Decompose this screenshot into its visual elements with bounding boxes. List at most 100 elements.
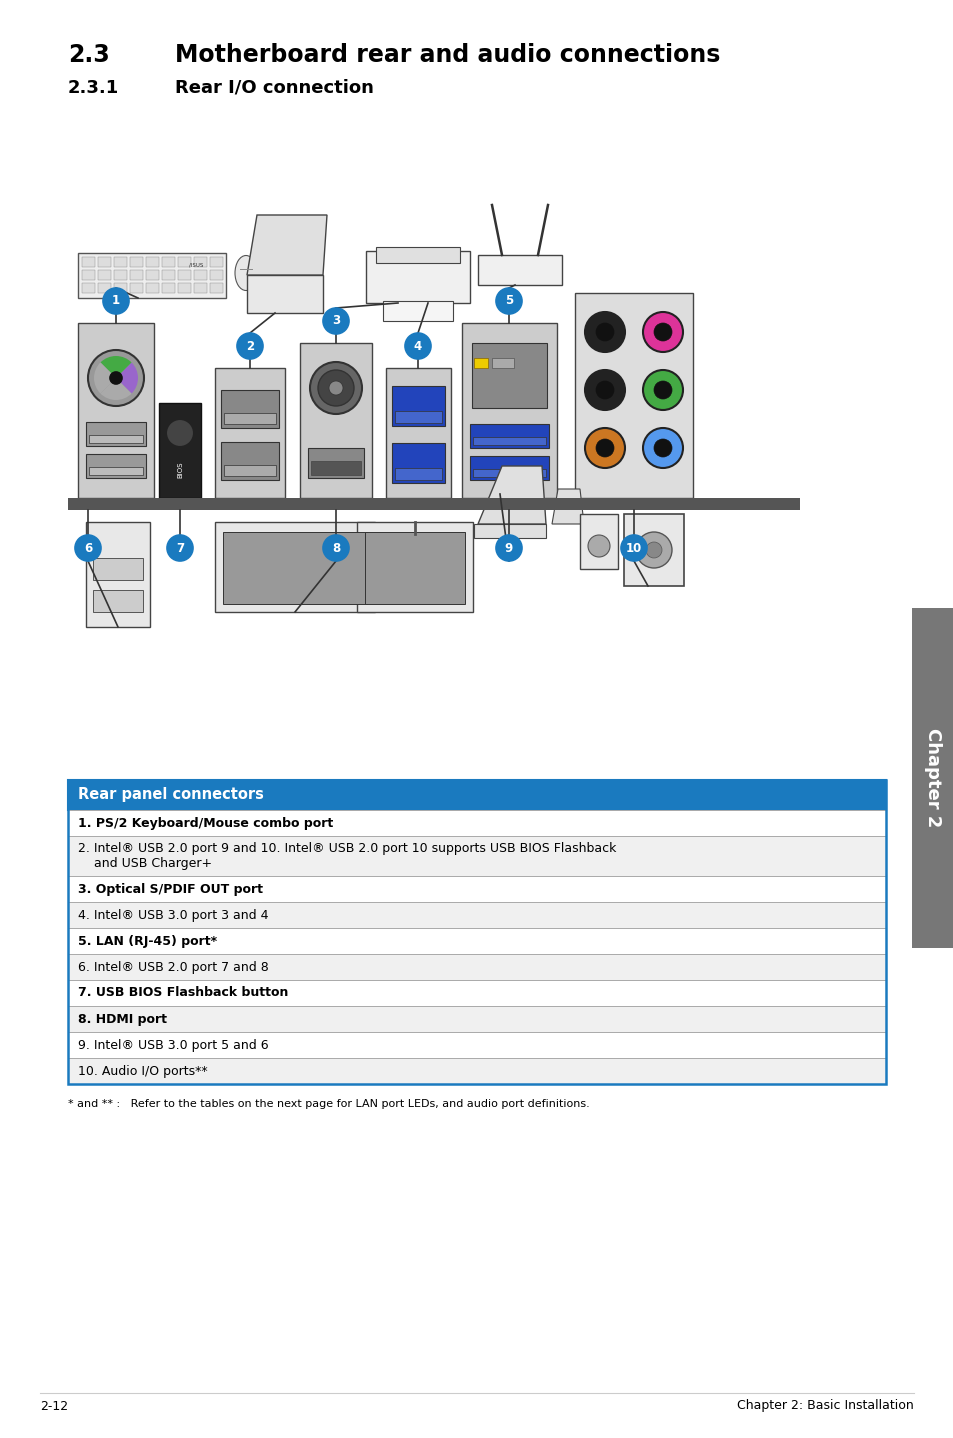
Bar (395, 411, 441, 423)
Circle shape (636, 532, 671, 568)
Ellipse shape (234, 256, 256, 290)
Circle shape (317, 370, 354, 406)
Bar (68, 1007, 885, 1032)
Bar (130, 283, 143, 293)
Bar (224, 413, 275, 424)
Bar (130, 270, 143, 280)
Circle shape (405, 334, 431, 360)
Text: 2: 2 (246, 339, 253, 352)
Bar (210, 283, 223, 293)
Bar (92, 558, 143, 580)
Bar (89, 436, 143, 443)
Bar (392, 443, 444, 483)
Bar (130, 257, 143, 267)
Bar (366, 252, 470, 303)
Bar (193, 283, 207, 293)
Text: Rear panel connectors: Rear panel connectors (78, 788, 264, 802)
Bar (89, 467, 143, 475)
Bar (113, 283, 127, 293)
Bar (575, 293, 692, 498)
Wedge shape (116, 362, 138, 394)
Bar (82, 257, 95, 267)
Bar (68, 779, 885, 810)
Bar (473, 437, 545, 444)
Bar (146, 257, 159, 267)
Bar (68, 1058, 885, 1084)
Circle shape (645, 542, 661, 558)
Text: 2. Intel® USB 2.0 port 9 and 10. Intel® USB 2.0 port 10 supports USB BIOS Flashb: 2. Intel® USB 2.0 port 9 and 10. Intel® … (78, 843, 616, 870)
Text: 5: 5 (504, 295, 513, 308)
Bar (395, 467, 441, 480)
Bar (68, 498, 800, 510)
Bar (113, 257, 127, 267)
Bar (356, 522, 473, 613)
Circle shape (620, 535, 646, 561)
Bar (68, 953, 885, 981)
Text: 8: 8 (332, 542, 340, 555)
Bar (382, 301, 453, 321)
Bar (68, 902, 885, 928)
Bar (162, 257, 174, 267)
Bar (86, 454, 146, 477)
Circle shape (323, 535, 349, 561)
Text: 3. Optical S/PDIF OUT port: 3. Optical S/PDIF OUT port (78, 883, 263, 896)
Bar (146, 270, 159, 280)
Bar (92, 590, 143, 613)
Text: * and ** :   Refer to the tables on the next page for LAN port LEDs, and audio p: * and ** : Refer to the tables on the ne… (68, 1099, 589, 1109)
Bar (470, 456, 548, 480)
Text: 3: 3 (332, 315, 339, 328)
Bar (474, 358, 488, 368)
Bar (375, 247, 459, 263)
Circle shape (596, 381, 614, 398)
Text: 6. Intel® USB 2.0 port 7 and 8: 6. Intel® USB 2.0 port 7 and 8 (78, 961, 269, 974)
Text: 9: 9 (504, 542, 513, 555)
Text: Motherboard rear and audio connections: Motherboard rear and audio connections (174, 43, 720, 68)
Bar (210, 270, 223, 280)
Bar (68, 810, 885, 835)
Bar (223, 532, 367, 604)
Circle shape (167, 535, 193, 561)
Bar (308, 449, 364, 477)
Polygon shape (552, 489, 583, 523)
Bar (221, 390, 278, 429)
Circle shape (584, 312, 624, 352)
Bar (98, 270, 111, 280)
Circle shape (587, 535, 609, 557)
Text: 2-12: 2-12 (40, 1399, 68, 1412)
Circle shape (654, 439, 671, 457)
Bar (78, 253, 226, 298)
Text: 7: 7 (175, 542, 184, 555)
Bar (193, 257, 207, 267)
Text: 6: 6 (84, 542, 92, 555)
Bar (68, 835, 885, 876)
Bar (311, 462, 360, 475)
Bar (162, 283, 174, 293)
Circle shape (310, 362, 361, 414)
Circle shape (236, 334, 263, 360)
Circle shape (166, 418, 193, 447)
Text: 2.3: 2.3 (68, 43, 110, 68)
Bar (68, 779, 885, 1084)
Bar (78, 324, 153, 498)
Wedge shape (100, 378, 132, 400)
Bar (623, 513, 683, 587)
Circle shape (88, 349, 144, 406)
Bar (210, 257, 223, 267)
Bar (492, 358, 514, 368)
Text: Chapter 2: Chapter 2 (923, 728, 941, 828)
Bar (68, 1032, 885, 1058)
Text: /lSUS: /lSUS (189, 263, 203, 267)
Polygon shape (247, 216, 327, 275)
Bar (159, 403, 201, 498)
Bar (474, 523, 545, 538)
Circle shape (110, 372, 122, 384)
Text: 8. HDMI port: 8. HDMI port (78, 1012, 167, 1025)
Bar (68, 876, 885, 902)
Bar (224, 464, 275, 476)
Bar (82, 283, 95, 293)
Bar (86, 421, 146, 446)
Text: 10: 10 (625, 542, 641, 555)
Bar (178, 257, 191, 267)
Circle shape (496, 535, 521, 561)
Bar (473, 469, 545, 477)
